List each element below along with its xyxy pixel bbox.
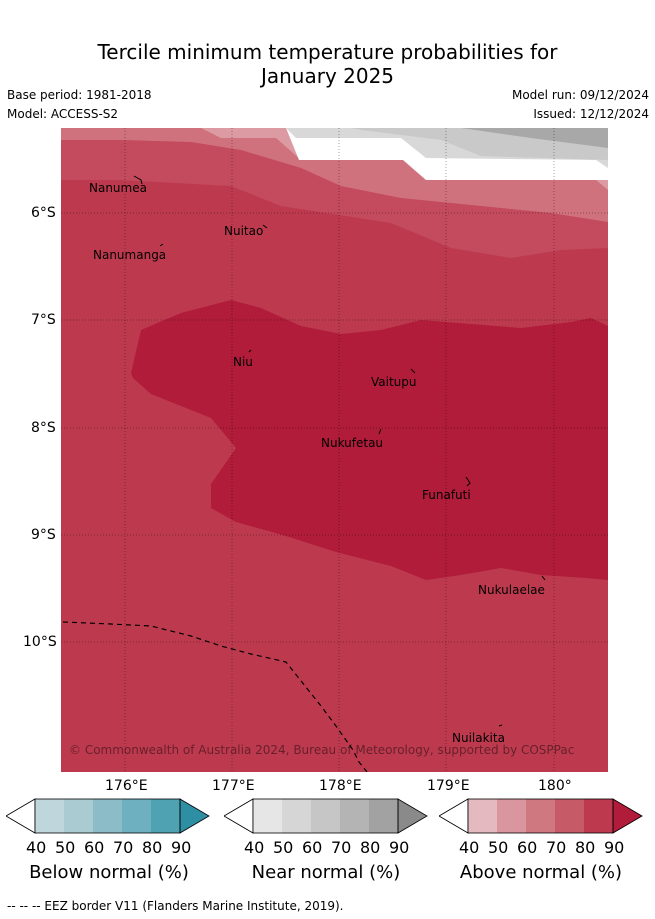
copyright-notice: © Commonwealth of Australia 2024, Bureau… [69, 743, 574, 757]
near-normal-colorbar [224, 798, 428, 834]
colorbar-tick: 90 [171, 838, 192, 857]
base-period: Base period: 1981-2018 [7, 88, 152, 102]
colorbar-tick: 50 [488, 838, 509, 857]
above-normal-colorbar [439, 798, 643, 834]
colorbar-tick: 50 [273, 838, 294, 857]
island-niu [248, 349, 252, 353]
colorbar-tick: 90 [389, 838, 410, 857]
island-vaitupu [410, 368, 416, 374]
title-line-2: January 2025 [260, 64, 395, 88]
near-normal-70-region [461, 128, 608, 148]
colorbar-tick: 80 [575, 838, 596, 857]
colorbar-tick: 40 [459, 838, 480, 857]
model-run: Model run: 09/12/2024 [511, 88, 649, 102]
lon-tick-label: 177°E [212, 778, 255, 794]
colorbar-tick: 40 [244, 838, 265, 857]
model-name: Model: ACCESS-S2 [7, 107, 119, 121]
island-nuilakita [498, 724, 503, 727]
near-normal-label: Near normal (%) [251, 862, 401, 883]
island-nanumanga [159, 243, 164, 247]
lat-tick-label: 9°S [31, 527, 56, 543]
place-label: Nanumea [89, 181, 147, 195]
colorbar-tick: 80 [360, 838, 381, 857]
above-normal-label: Above normal (%) [459, 862, 623, 883]
colorbar-tick: 70 [546, 838, 567, 857]
place-label: Nukufetau [321, 436, 383, 450]
lon-tick-label: 178°E [319, 778, 362, 794]
island-nukulaelae [541, 575, 546, 581]
place-label: Nuitao [224, 224, 263, 238]
colorbar-tick: 40 [26, 838, 47, 857]
lat-tick-label: 6°S [31, 205, 56, 221]
title-line-1: Tercile minimum temperature probabilitie… [97, 40, 558, 64]
eez-footnote: -- -- -- EEZ border V11 (Flanders Marine… [7, 899, 344, 913]
colorbar-tick: 60 [517, 838, 538, 857]
colorbar-tick: 50 [55, 838, 76, 857]
colorbar-tick: 70 [331, 838, 352, 857]
lon-tick-label: 176°E [105, 778, 148, 794]
place-label: Nuilakita [452, 731, 505, 745]
eez-border-line [62, 621, 368, 772]
lat-tick-label: 8°S [31, 420, 56, 436]
lon-tick-label: 179°E [427, 778, 470, 794]
map-title: Tercile minimum temperature probabilitie… [0, 40, 655, 88]
below-normal-label: Below normal (%) [29, 862, 189, 883]
colorbar-tick: 90 [604, 838, 625, 857]
below-normal-colorbar [6, 798, 210, 834]
probability-map: Nanumea Nuitao Nanumanga Niu Vaitupu Nuk… [61, 128, 608, 772]
island-nuitao [262, 224, 268, 229]
colorbar-tick: 60 [84, 838, 105, 857]
place-label: Niu [233, 355, 253, 369]
place-label: Nukulaelae [478, 583, 545, 597]
island-nanumea [133, 175, 143, 185]
above-normal-80-region [131, 300, 608, 580]
place-label: Vaitupu [371, 375, 417, 389]
lat-tick-label: 7°S [31, 312, 56, 328]
lon-tick-label: 180° [538, 778, 572, 794]
place-label: Funafuti [422, 488, 471, 502]
lat-tick-label: 10°S [23, 634, 57, 650]
colorbar-tick: 60 [302, 838, 323, 857]
island-funafuti [465, 476, 471, 487]
colorbar-tick: 80 [142, 838, 163, 857]
colorbar-tick: 70 [113, 838, 134, 857]
issued-date: Issued: 12/12/2024 [533, 107, 649, 121]
island-nukufetau [378, 428, 382, 435]
place-label: Nanumanga [93, 248, 166, 262]
